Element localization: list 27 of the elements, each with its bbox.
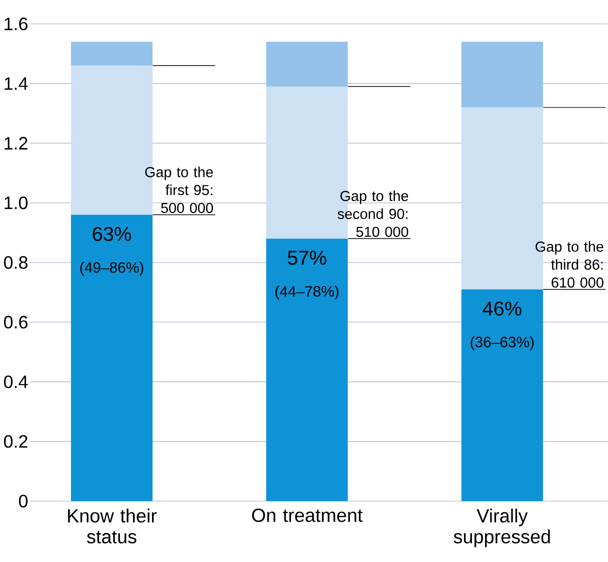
annotation: 63% — [92, 227, 131, 242]
bar — [70, 214, 153, 502]
annotation: 46% — [482, 302, 522, 316]
annotation: Gap to the first 95: 500 000 — [145, 166, 213, 214]
x-tick-label: Virally suppressed — [454, 508, 550, 548]
y-tick-label: 0.4 — [4, 376, 28, 388]
annotation: (44–78%) — [276, 286, 338, 300]
annotation: Gap to the second 90: 510 000 — [338, 190, 408, 238]
bar — [461, 42, 543, 108]
bar — [266, 42, 348, 87]
y-tick-label: 1.4 — [4, 77, 28, 90]
y-tick-label: 1.0 — [4, 196, 28, 210]
y-tick-label: 1.2 — [4, 136, 28, 150]
bar — [461, 289, 543, 502]
bar — [70, 42, 153, 66]
annotation: Gap to the third 86: 610 000 — [536, 241, 604, 288]
annotation: 57% — [288, 250, 326, 265]
y-tick-label: 0 — [18, 494, 28, 508]
y-tick-label: 0.6 — [4, 316, 28, 329]
x-tick-label: Know their status — [68, 508, 157, 544]
y-tick-label: 1.6 — [4, 18, 28, 30]
y-tick-label: 0.8 — [4, 256, 28, 269]
annotation: (49–86%) — [80, 262, 144, 276]
y-tick-label: 0.2 — [4, 435, 28, 448]
bar — [266, 238, 348, 502]
x-tick-label: On treatment — [252, 508, 363, 522]
annotation: (36–63%) — [470, 336, 534, 350]
